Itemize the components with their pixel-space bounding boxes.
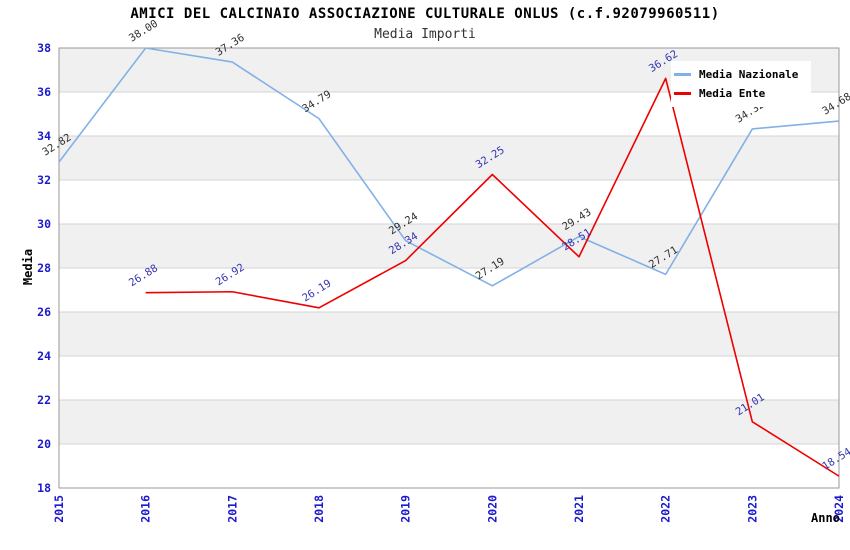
y-tick-label: 38 xyxy=(37,41,51,55)
y-axis-title: Media xyxy=(21,248,35,286)
plot-band xyxy=(59,400,839,444)
data-label: 34.68 xyxy=(820,91,850,118)
x-tick-label: 2022 xyxy=(659,495,673,523)
x-tick-label: 2020 xyxy=(485,495,499,523)
x-tick-label: 2019 xyxy=(399,495,413,523)
y-tick-label: 18 xyxy=(37,481,51,495)
y-tick-label: 24 xyxy=(37,349,51,363)
y-tick-label: 28 xyxy=(37,261,51,275)
data-label: 38.00 xyxy=(127,18,160,45)
y-tick-label: 32 xyxy=(37,173,51,187)
data-label: 18.54 xyxy=(820,446,850,473)
y-tick-label: 30 xyxy=(37,217,51,231)
plot-border xyxy=(58,47,840,489)
legend: Media Nazionale Media Ente xyxy=(671,61,811,107)
y-tick-label: 22 xyxy=(37,393,51,407)
legend-item-media-nazionale: Media Nazionale xyxy=(674,65,811,84)
series-line-media-ente xyxy=(145,77,840,477)
x-tick-label: 2021 xyxy=(572,495,586,523)
legend-label-ente: Media Ente xyxy=(699,87,766,100)
x-tick-label: 2018 xyxy=(312,495,326,523)
plot-band xyxy=(59,224,839,268)
x-tick-label: 2023 xyxy=(745,495,759,523)
y-tick-label: 26 xyxy=(37,305,51,319)
series-line-media-nazionale xyxy=(58,47,840,287)
y-tick-label: 20 xyxy=(37,437,51,451)
y-tick-label: 36 xyxy=(37,85,51,99)
x-axis-title: Anno xyxy=(811,511,840,525)
legend-item-media-ente: Media Ente xyxy=(674,84,811,103)
data-label: 26.19 xyxy=(300,277,333,304)
plot-band xyxy=(59,136,839,180)
chart-title: AMICI DEL CALCINAIO ASSOCIAZIONE CULTURA… xyxy=(130,6,720,22)
chart-subtitle: Media Importi xyxy=(374,27,476,42)
y-tick-label: 34 xyxy=(37,129,51,143)
x-tick-label: 2024 xyxy=(832,495,846,523)
legend-line-swatch-nazionale xyxy=(674,73,691,76)
legend-label-nazionale: Media Nazionale xyxy=(699,68,799,81)
x-tick-label: 2015 xyxy=(52,495,66,523)
plot-band xyxy=(59,312,839,356)
x-tick-label: 2017 xyxy=(225,495,239,523)
legend-line-swatch-ente xyxy=(674,92,691,95)
x-tick-label: 2016 xyxy=(139,495,153,523)
